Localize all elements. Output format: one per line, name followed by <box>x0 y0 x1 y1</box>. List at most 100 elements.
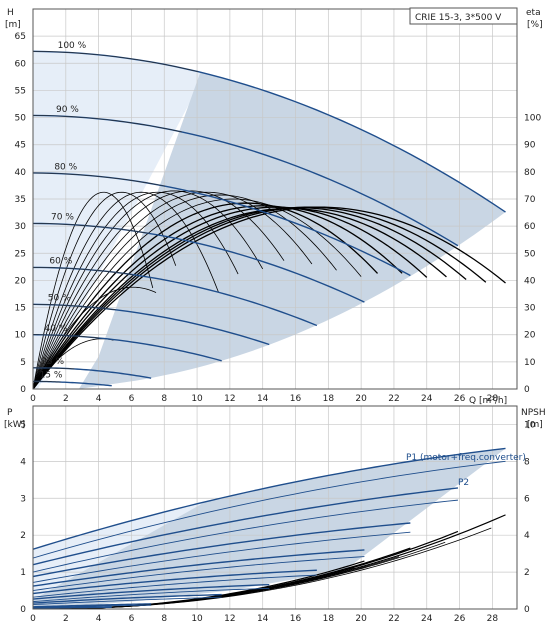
eta-tick-label: 90 <box>524 141 536 151</box>
efficiency-curve <box>33 202 379 389</box>
power-tick-label: 1 <box>20 568 26 578</box>
power-flow-tick-label: 12 <box>224 614 235 624</box>
p2-power-curve <box>33 607 112 609</box>
eta-tick-label: 70 <box>524 195 536 205</box>
npsh-tick-label: 4 <box>524 531 530 541</box>
head-tick-label: 20 <box>15 276 27 286</box>
efficiency-curve <box>33 190 264 389</box>
head-tick-label: 15 <box>15 304 26 314</box>
eta-axis-unit: [%] <box>527 20 543 30</box>
speed-label: 80 % <box>54 162 77 172</box>
head-tick-label: 50 <box>15 114 27 124</box>
power-flow-tick-label: 8 <box>161 614 167 624</box>
power-flow-tick-label: 22 <box>388 614 399 624</box>
head-curve-shadow <box>33 367 75 370</box>
power-area-main <box>33 448 506 608</box>
p1-power-curve <box>33 603 152 608</box>
npsh-tick-label: 6 <box>524 494 530 504</box>
head-curve-shadow <box>33 223 150 234</box>
efficiency-curve <box>33 205 403 389</box>
flow-tick-label: 14 <box>257 394 269 404</box>
qh-area-low-flow <box>33 51 206 389</box>
flow-tick-label: 4 <box>96 394 102 404</box>
power-flow-tick-label: 26 <box>454 614 466 624</box>
efficiency-curve <box>33 206 428 389</box>
flow-tick-label: 12 <box>224 394 235 404</box>
speed-label: 15 % <box>40 370 63 380</box>
flow-tick-label: 6 <box>129 394 135 404</box>
head-curve-shadow <box>33 304 116 311</box>
head-tick-label: 30 <box>15 222 27 232</box>
head-axis-label-unit: [m] <box>5 20 21 30</box>
speed-label: 25 % <box>41 357 64 367</box>
npsh-tick-label: 10 <box>524 420 536 430</box>
p1-annotation: P1 (motor+freq.converter) <box>406 453 526 463</box>
speed-label: 70 % <box>51 213 74 223</box>
eta-tick-label: 100 <box>524 114 541 124</box>
p2-power-curve <box>33 574 317 598</box>
power-flow-tick-label: 14 <box>257 614 269 624</box>
flow-axis-label: Q [m³/h] <box>469 396 507 406</box>
efficiency-curve <box>33 191 313 389</box>
power-axis-label-p: P <box>7 408 13 418</box>
npsh-tick-label: 8 <box>524 457 530 467</box>
efficiency-curve <box>33 198 362 389</box>
p2-power-curve <box>33 596 222 606</box>
head-tick-label: 55 <box>15 86 26 96</box>
power-curves <box>33 447 506 609</box>
qh-operating-area <box>33 51 506 389</box>
speed-label: 100 % <box>58 41 87 51</box>
power-plot-frame <box>32 405 518 610</box>
power-flow-tick-label: 4 <box>96 614 102 624</box>
speed-label: 40 % <box>44 324 67 334</box>
p2-power-curve <box>33 499 458 573</box>
head-curve-shadow <box>33 172 166 187</box>
head-tick-label: 40 <box>15 168 27 178</box>
p2-power-curve <box>33 587 270 603</box>
power-tick-label: 3 <box>20 494 26 504</box>
head-curve-shadow <box>33 334 100 339</box>
efficiency-curve <box>33 338 114 389</box>
power-flow-tick-label: 6 <box>129 614 135 624</box>
eta-tick-label: 60 <box>524 222 536 232</box>
eta-tick-label: 20 <box>524 331 536 341</box>
head-curve-shadow <box>33 51 199 73</box>
head-curve-shadow <box>33 115 182 133</box>
eta-tick-label: 0 <box>524 385 530 395</box>
p1-power-curve <box>33 583 270 600</box>
head-tick-label: 60 <box>15 59 27 69</box>
power-flow-tick-label: 20 <box>355 614 367 624</box>
power-flow-tick-label: 0 <box>30 614 36 624</box>
head-tick-label: 35 <box>15 195 26 205</box>
flow-tick-label: 24 <box>421 394 433 404</box>
head-tick-label: 25 <box>15 249 26 259</box>
head-tick-label: 10 <box>15 331 27 341</box>
flow-tick-label: 0 <box>30 394 36 404</box>
model-label: CRIE 15-3, 3*500 V <box>415 13 502 23</box>
p1-power-curve <box>33 569 317 595</box>
speed-label: 90 % <box>56 105 79 115</box>
power-flow-tick-label: 18 <box>323 614 335 624</box>
npsh-tick-label: 2 <box>524 568 530 578</box>
p2-power-curve <box>33 460 506 559</box>
speed-labels: 100 % 90 % 80 % 70 % 60 % 50 % 40 % 25 % 15 % <box>40 41 87 381</box>
power-tick-label: 5 <box>20 420 26 430</box>
power-tick-label: 2 <box>20 531 26 541</box>
power-flow-tick-label: 16 <box>290 614 302 624</box>
p1-power-curve <box>33 522 411 578</box>
power-axis-label-unit: [kW] <box>4 420 25 430</box>
flow-tick-label: 20 <box>355 394 367 404</box>
efficiency-curve <box>33 190 285 389</box>
head-curves <box>33 50 506 387</box>
eta-tick-label: 40 <box>524 276 536 286</box>
efficiency-curve <box>33 286 157 389</box>
head-tick-label: 5 <box>20 358 26 368</box>
power-flow-tick-label: 10 <box>191 614 203 624</box>
flow-tick-label: 10 <box>191 394 203 404</box>
power-flow-tick-label: 28 <box>487 614 499 624</box>
efficiency-curve <box>33 191 154 389</box>
efficiency-curve <box>33 207 447 389</box>
p1-power-curve <box>33 447 506 550</box>
